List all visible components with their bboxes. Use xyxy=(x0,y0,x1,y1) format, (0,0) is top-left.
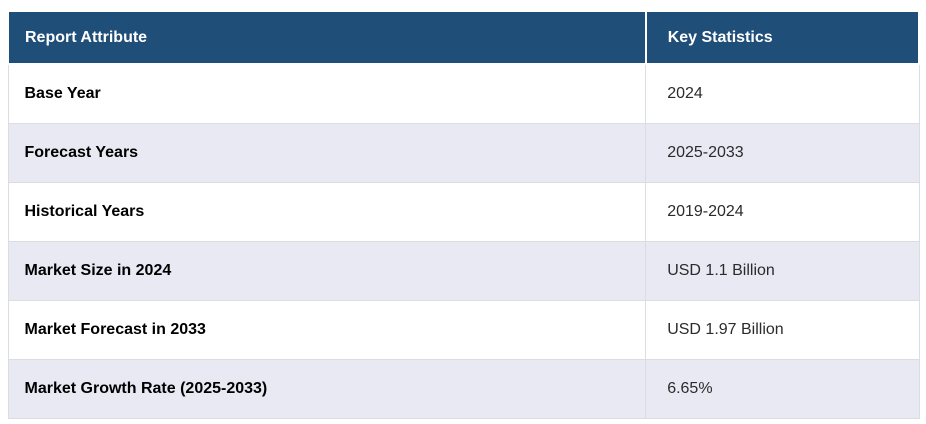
value-cell: 2024 xyxy=(645,63,920,124)
value-cell: 2019-2024 xyxy=(645,181,920,242)
value-cell: USD 1.97 Billion xyxy=(645,299,920,360)
report-statistics-table: Report Attribute Key Statistics Base Yea… xyxy=(7,10,921,419)
attribute-cell: Historical Years xyxy=(7,181,647,242)
value-cell: 2025-2033 xyxy=(645,122,920,183)
attribute-cell: Market Forecast in 2033 xyxy=(7,299,647,360)
table-row: Base Year 2024 xyxy=(7,63,920,124)
table-header: Report Attribute Key Statistics xyxy=(7,10,921,65)
column-header-key-statistics: Key Statistics xyxy=(644,10,921,65)
value-cell: 6.65% xyxy=(645,358,920,419)
header-row: Report Attribute Key Statistics xyxy=(7,10,921,65)
attribute-cell: Forecast Years xyxy=(7,122,647,183)
table-row: Market Forecast in 2033 USD 1.97 Billion xyxy=(7,299,920,360)
value-cell: USD 1.1 Billion xyxy=(645,240,920,301)
attribute-cell: Market Size in 2024 xyxy=(7,240,647,301)
table-row: Forecast Years 2025-2033 xyxy=(7,122,920,183)
table-row: Historical Years 2019-2024 xyxy=(7,181,920,242)
attribute-cell: Market Growth Rate (2025-2033) xyxy=(7,358,647,419)
table-row: Market Size in 2024 USD 1.1 Billion xyxy=(7,240,920,301)
table-body: Base Year 2024 Forecast Years 2025-2033 … xyxy=(7,63,920,419)
column-header-report-attribute: Report Attribute xyxy=(7,10,647,65)
table-row: Market Growth Rate (2025-2033) 6.65% xyxy=(7,358,920,419)
attribute-cell: Base Year xyxy=(7,63,647,124)
